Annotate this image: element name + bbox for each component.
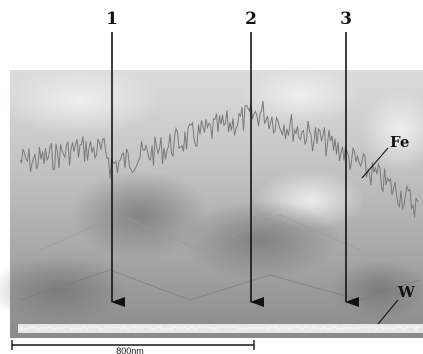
scale-bar-label: 800nm [116, 346, 144, 354]
scale-bar: 800nm [11, 340, 255, 354]
marker-label-1: 1 [106, 9, 118, 29]
marker-label-3: 3 [340, 9, 352, 29]
marker-label-2: 2 [245, 9, 257, 29]
w-trace-line [19, 325, 421, 331]
fe-trace-line [19, 101, 420, 218]
micrograph-image [0, 65, 423, 338]
fe-leader-line [361, 147, 389, 179]
w-leader-line [377, 299, 399, 325]
w-label: W [397, 283, 416, 301]
w-profile [18, 324, 423, 333]
fe-label: Fe [390, 133, 409, 151]
marker-arrows [111, 32, 359, 307]
